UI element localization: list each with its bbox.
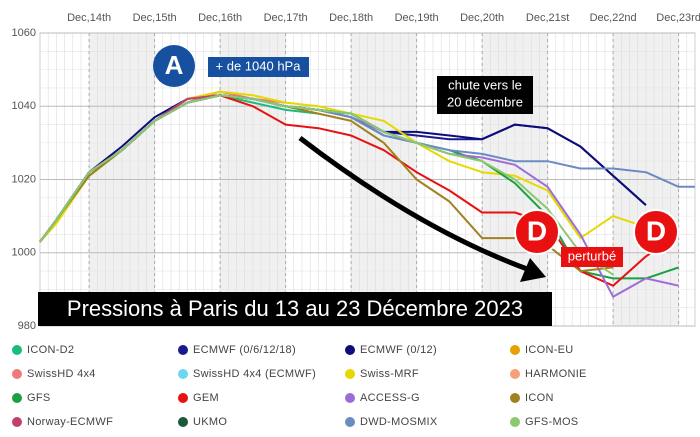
legend-swatch[interactable]	[345, 417, 355, 427]
series-line	[39, 94, 614, 276]
legend-swatch[interactable]	[178, 417, 188, 427]
x-tick-label: Dec,16th	[198, 12, 242, 24]
legend-label[interactable]: Norway-ECMWF	[27, 416, 113, 428]
legend-swatch[interactable]	[510, 417, 520, 427]
y-tick-label: 1020	[12, 173, 36, 185]
disturbed-box	[561, 247, 623, 267]
anticyclone-label: A	[165, 50, 184, 80]
depression-badge	[514, 209, 560, 255]
legend-swatch[interactable]	[12, 417, 22, 427]
depression-label: D	[527, 215, 547, 246]
trend-arrow	[298, 136, 531, 273]
legend-label[interactable]: HARMONIE	[525, 368, 587, 380]
legend-label[interactable]: GFS	[27, 392, 51, 404]
note-line: chute vers le	[448, 77, 522, 92]
legend-swatch[interactable]	[178, 345, 188, 355]
legend-label[interactable]: ACCESS-G	[360, 392, 420, 404]
y-tick-label: 1060	[12, 27, 36, 39]
note-box	[437, 76, 533, 114]
legend-label[interactable]: ICON-EU	[525, 344, 574, 356]
depression-badge	[633, 209, 679, 255]
legend-swatch[interactable]	[12, 369, 22, 379]
legend-swatch[interactable]	[12, 393, 22, 403]
x-tick-label: Dec,22nd	[590, 12, 637, 24]
legend-swatch[interactable]	[510, 345, 520, 355]
legend-label[interactable]: GEM	[193, 392, 219, 404]
note-line: 20 décembre	[447, 94, 523, 109]
legend-label[interactable]: ICON-D2	[27, 344, 74, 356]
legend-label[interactable]: GFS-MOS	[525, 416, 578, 428]
x-tick-label: Dec,21st	[526, 12, 569, 24]
x-tick-label: Dec,19th	[395, 12, 439, 24]
legend-swatch[interactable]	[178, 393, 188, 403]
legend-swatch[interactable]	[345, 369, 355, 379]
x-tick-label: Dec,14th	[67, 12, 111, 24]
disturbed-note: perturbé	[568, 248, 616, 263]
title-box	[38, 292, 552, 326]
y-tick-label: 980	[18, 320, 36, 332]
depression-label: D	[646, 215, 666, 246]
pressure-note: + de 1040 hPa	[216, 58, 302, 73]
legend-label[interactable]: ICON	[525, 392, 554, 404]
x-tick-label: Dec,23rd	[656, 12, 700, 24]
legend-label[interactable]: Swiss-MRF	[360, 368, 419, 380]
x-tick-label: Dec,17th	[264, 12, 308, 24]
y-tick-label: 1040	[12, 100, 36, 112]
legend-swatch[interactable]	[345, 345, 355, 355]
anticyclone-badge	[153, 45, 195, 87]
legend-label[interactable]: DWD-MOSMIX	[360, 416, 438, 428]
legend-swatch[interactable]	[178, 369, 188, 379]
legend-swatch[interactable]	[12, 345, 22, 355]
legend-label[interactable]: UKMO	[193, 416, 227, 428]
legend-label[interactable]: SwissHD 4x4	[27, 368, 96, 380]
legend-label[interactable]: ECMWF (0/6/12/18)	[193, 344, 296, 356]
legend-swatch[interactable]	[510, 393, 520, 403]
legend-label[interactable]: ECMWF (0/12)	[360, 344, 437, 356]
x-tick-label: Dec,15th	[133, 12, 177, 24]
legend: ICON-D2 ECMWF (0/6/12/18) ECMWF (0/12) ICON…	[12, 344, 587, 428]
legend-swatch[interactable]	[510, 369, 520, 379]
legend-label[interactable]: SwissHD 4x4 (ECMWF)	[193, 368, 316, 380]
y-tick-label: 1000	[12, 247, 36, 259]
chart-title: Pressions à Paris du 13 au 23 Décembre 2…	[67, 296, 523, 321]
arrow-head	[520, 258, 546, 282]
x-tick-label: Dec,20th	[460, 12, 504, 24]
annotations: A + de 1040 hPa chute vers le 20 décembr…	[38, 45, 679, 326]
pressure-box	[208, 57, 309, 77]
x-tick-label: Dec,18th	[329, 12, 373, 24]
legend-swatch[interactable]	[345, 393, 355, 403]
